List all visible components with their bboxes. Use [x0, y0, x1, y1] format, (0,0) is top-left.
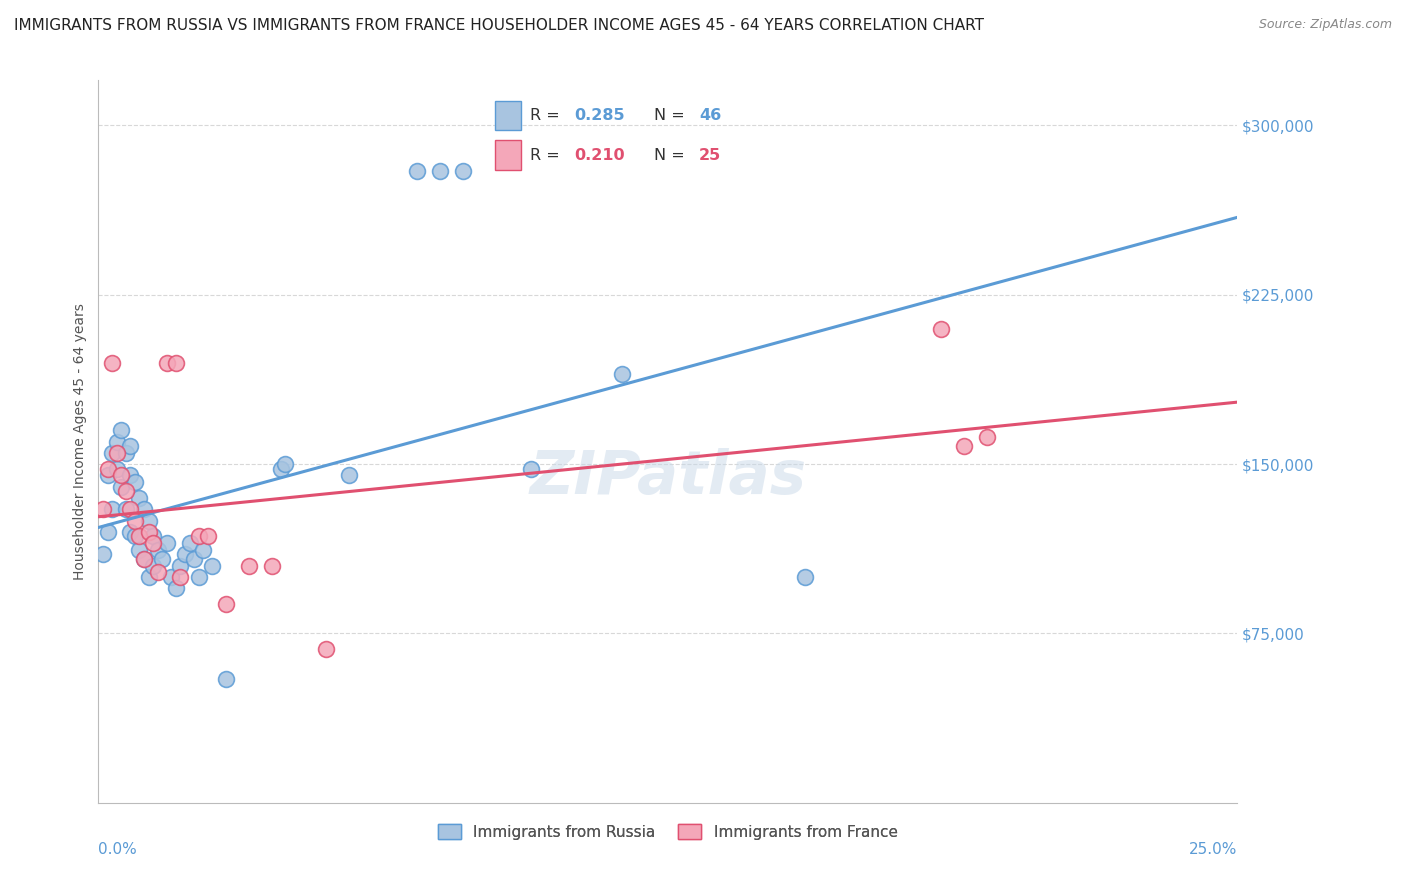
Point: [187, 529, 209, 543]
Point: [138, 570, 160, 584]
Point: [124, 529, 146, 543]
Point: [105, 446, 128, 460]
Point: [110, 468, 132, 483]
Point: [146, 566, 169, 580]
Point: [138, 514, 160, 528]
Point: [101, 446, 124, 460]
Point: [274, 457, 297, 471]
Point: [142, 529, 165, 543]
Point: [612, 367, 634, 381]
Point: [96, 524, 118, 539]
Point: [138, 524, 160, 539]
Point: [120, 502, 142, 516]
Text: ZIPatlas: ZIPatlas: [529, 448, 807, 508]
Point: [179, 536, 201, 550]
Point: [120, 468, 142, 483]
Point: [187, 570, 209, 584]
Point: [110, 423, 132, 437]
Point: [110, 480, 132, 494]
Point: [105, 461, 128, 475]
Point: [270, 461, 292, 475]
Point: [197, 529, 219, 543]
Point: [183, 552, 205, 566]
Point: [215, 672, 238, 686]
Point: [132, 502, 155, 516]
Point: [96, 468, 118, 483]
Point: [793, 570, 815, 584]
Y-axis label: Householder Income Ages 45 - 64 years: Householder Income Ages 45 - 64 years: [73, 303, 87, 580]
Point: [101, 355, 124, 369]
Point: [132, 552, 155, 566]
Point: [105, 434, 128, 449]
Text: IMMIGRANTS FROM RUSSIA VS IMMIGRANTS FROM FRANCE HOUSEHOLDER INCOME AGES 45 - 64: IMMIGRANTS FROM RUSSIA VS IMMIGRANTS FRO…: [14, 18, 984, 33]
Point: [150, 552, 173, 566]
Point: [174, 548, 197, 562]
Point: [120, 439, 142, 453]
Point: [114, 502, 136, 516]
Point: [120, 524, 142, 539]
Point: [165, 355, 187, 369]
Point: [156, 355, 179, 369]
Point: [142, 536, 165, 550]
Point: [132, 552, 155, 566]
Point: [169, 570, 191, 584]
Point: [215, 597, 238, 611]
Point: [953, 439, 976, 453]
Point: [201, 558, 224, 573]
Text: 25.0%: 25.0%: [1189, 842, 1237, 856]
Point: [91, 502, 114, 516]
Point: [128, 542, 150, 557]
Point: [124, 475, 146, 490]
Point: [238, 558, 260, 573]
Point: [124, 514, 146, 528]
Point: [169, 558, 191, 573]
Point: [128, 491, 150, 505]
Point: [260, 558, 283, 573]
Point: [114, 446, 136, 460]
Point: [142, 558, 165, 573]
Point: [976, 430, 998, 444]
Point: [165, 582, 187, 596]
Point: [193, 542, 215, 557]
Text: Source: ZipAtlas.com: Source: ZipAtlas.com: [1258, 18, 1392, 31]
Point: [128, 529, 150, 543]
Point: [451, 163, 474, 178]
Point: [156, 536, 179, 550]
Text: 0.0%: 0.0%: [98, 842, 138, 856]
Point: [114, 484, 136, 499]
Point: [315, 642, 337, 657]
Point: [429, 163, 451, 178]
Point: [520, 461, 543, 475]
Point: [91, 548, 114, 562]
Legend: Immigrants from Russia, Immigrants from France: Immigrants from Russia, Immigrants from …: [432, 818, 904, 846]
Point: [929, 321, 952, 335]
Point: [96, 461, 118, 475]
Point: [337, 468, 360, 483]
Point: [101, 502, 124, 516]
Point: [160, 570, 183, 584]
Point: [146, 542, 169, 557]
Point: [406, 163, 429, 178]
